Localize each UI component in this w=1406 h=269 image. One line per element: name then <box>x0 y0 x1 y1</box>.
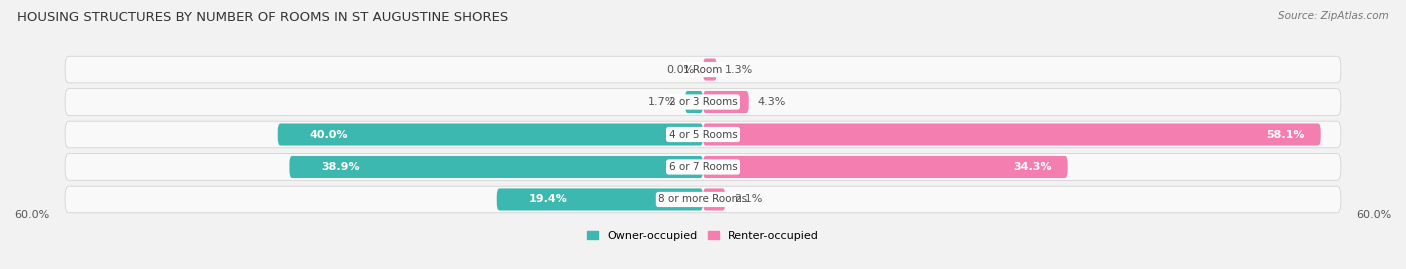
FancyBboxPatch shape <box>703 123 1320 146</box>
Text: 2.1%: 2.1% <box>734 194 762 204</box>
FancyBboxPatch shape <box>278 123 703 146</box>
Text: 1.3%: 1.3% <box>725 65 754 75</box>
Text: 1 Room: 1 Room <box>683 65 723 75</box>
Text: 58.1%: 58.1% <box>1267 129 1305 140</box>
FancyBboxPatch shape <box>703 58 717 81</box>
FancyBboxPatch shape <box>65 89 1341 115</box>
Text: 19.4%: 19.4% <box>529 194 568 204</box>
FancyBboxPatch shape <box>703 91 749 113</box>
Text: 38.9%: 38.9% <box>322 162 360 172</box>
Legend: Owner-occupied, Renter-occupied: Owner-occupied, Renter-occupied <box>586 231 820 241</box>
Text: 60.0%: 60.0% <box>1357 210 1392 220</box>
Text: 1.7%: 1.7% <box>648 97 676 107</box>
FancyBboxPatch shape <box>65 56 1341 83</box>
Text: 4 or 5 Rooms: 4 or 5 Rooms <box>669 129 737 140</box>
FancyBboxPatch shape <box>65 154 1341 180</box>
Text: 6 or 7 Rooms: 6 or 7 Rooms <box>669 162 737 172</box>
FancyBboxPatch shape <box>703 188 725 211</box>
Text: 40.0%: 40.0% <box>309 129 349 140</box>
Text: 34.3%: 34.3% <box>1014 162 1052 172</box>
Text: 2 or 3 Rooms: 2 or 3 Rooms <box>669 97 737 107</box>
Text: 0.0%: 0.0% <box>666 65 695 75</box>
FancyBboxPatch shape <box>65 186 1341 213</box>
Text: HOUSING STRUCTURES BY NUMBER OF ROOMS IN ST AUGUSTINE SHORES: HOUSING STRUCTURES BY NUMBER OF ROOMS IN… <box>17 11 508 24</box>
FancyBboxPatch shape <box>290 156 703 178</box>
Text: 4.3%: 4.3% <box>758 97 786 107</box>
Text: Source: ZipAtlas.com: Source: ZipAtlas.com <box>1278 11 1389 21</box>
Text: 8 or more Rooms: 8 or more Rooms <box>658 194 748 204</box>
FancyBboxPatch shape <box>65 121 1341 148</box>
FancyBboxPatch shape <box>496 188 703 211</box>
Text: 60.0%: 60.0% <box>14 210 49 220</box>
FancyBboxPatch shape <box>703 156 1067 178</box>
FancyBboxPatch shape <box>685 91 703 113</box>
